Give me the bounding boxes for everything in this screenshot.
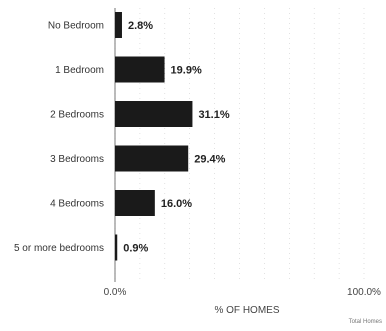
value-label-1-bedroom: 19.9% bbox=[171, 65, 202, 77]
x-tick-label-max: 100.0% bbox=[347, 287, 381, 298]
value-label-5-or-more-bedrooms: 0.9% bbox=[123, 243, 148, 255]
bar-no-bedroom bbox=[115, 12, 122, 38]
category-label-4-bedrooms: 4 Bedrooms bbox=[50, 199, 104, 210]
credit-text: Total Homes bbox=[349, 319, 382, 325]
x-tick-label-min: 0.0% bbox=[104, 287, 127, 298]
bar-3-bedrooms bbox=[115, 145, 189, 172]
bar-2-bedrooms bbox=[115, 101, 193, 127]
grid-layer bbox=[114, 8, 365, 282]
value-label-2-bedrooms: 31.1% bbox=[198, 109, 229, 121]
labels-layer: No Bedroom 2.8% 1 Bedroom 19.9% 2 Bedrooms 31… bbox=[14, 20, 230, 255]
category-label-5-or-more-bedrooms: 5 or more bedrooms bbox=[14, 243, 104, 254]
category-label-3-bedrooms: 3 Bedrooms bbox=[50, 154, 104, 165]
value-label-no-bedroom: 2.8% bbox=[128, 20, 153, 32]
bar-4-bedrooms bbox=[115, 190, 155, 216]
x-axis-title: % OF HOMES bbox=[214, 305, 279, 316]
bar-5-or-more-bedrooms bbox=[115, 234, 118, 261]
value-label-3-bedrooms: 29.4% bbox=[194, 154, 225, 166]
bars-layer bbox=[115, 12, 193, 261]
category-label-2-bedrooms: 2 Bedrooms bbox=[50, 110, 104, 121]
category-label-no-bedroom: No Bedroom bbox=[48, 21, 104, 32]
category-label-1-bedroom: 1 Bedroom bbox=[55, 65, 104, 76]
value-label-4-bedrooms: 16.0% bbox=[161, 198, 192, 210]
bar-1-bedroom bbox=[115, 56, 165, 83]
